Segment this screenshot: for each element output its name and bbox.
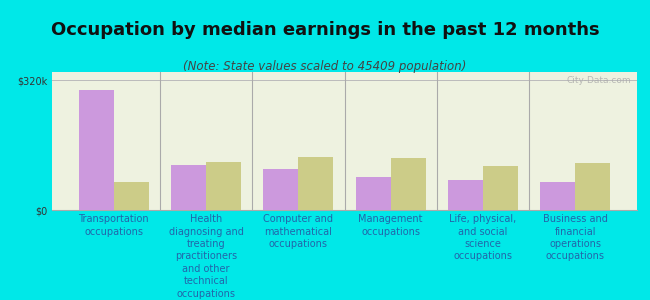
Bar	[79, 90, 114, 210]
Bar	[540, 182, 575, 210]
Text: City-Data.com: City-Data.com	[567, 76, 631, 85]
Bar	[114, 182, 149, 210]
Bar	[575, 163, 610, 210]
Bar	[483, 166, 518, 210]
Bar	[448, 180, 483, 210]
Text: (Note: State values scaled to 45409 population): (Note: State values scaled to 45409 popu…	[183, 60, 467, 73]
Bar	[206, 162, 241, 210]
Bar	[391, 158, 426, 210]
Bar	[356, 177, 391, 210]
Bar	[263, 169, 298, 210]
Bar	[298, 157, 333, 210]
Text: Occupation by median earnings in the past 12 months: Occupation by median earnings in the pas…	[51, 21, 599, 39]
Bar	[171, 165, 206, 210]
